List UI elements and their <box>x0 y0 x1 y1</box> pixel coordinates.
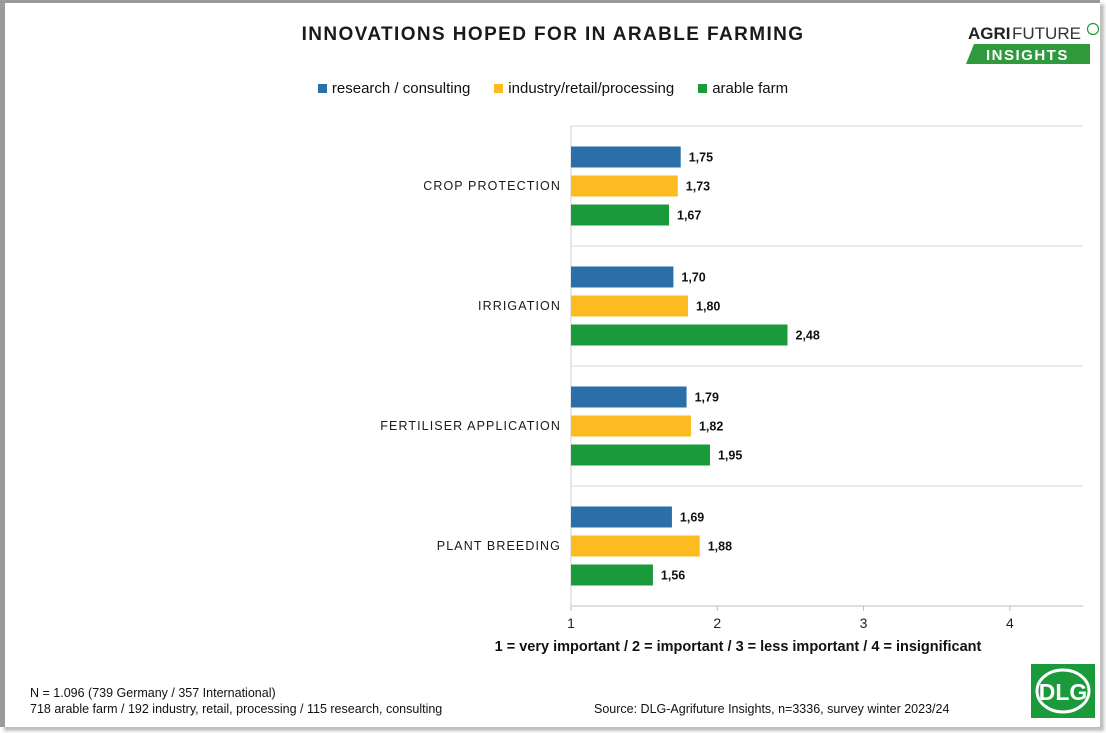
source-note: Source: DLG-Agrifuture Insights, n=3336,… <box>594 702 950 716</box>
dlg-logo-background <box>1031 664 1095 718</box>
logo-brand-sub: INSIGHTS <box>986 47 1069 64</box>
agrifuture-insights-logo: AGRI FUTURE INSIGHTS <box>966 22 1100 64</box>
legend-label-farm: arable farm <box>712 80 789 97</box>
dlg-logo-text: DLG <box>1039 679 1088 705</box>
sample-size-line: N = 1.096 (739 Germany / 357 Internation… <box>30 686 276 700</box>
sample-breakdown-line: 718 arable farm / 192 industry, retail, … <box>30 702 443 716</box>
sample-size-note: N = 1.096 (739 Germany / 357 Internation… <box>30 685 442 717</box>
dlg-logo: DLG <box>1031 664 1095 718</box>
legend-swatch-farm <box>698 84 708 93</box>
chart-title: INNOVATIONS HOPED FOR IN ARABLE FARMING <box>301 24 805 45</box>
legend-swatch-industry <box>494 84 504 93</box>
logo-brand-light: FUTURE <box>1012 24 1081 43</box>
legend-label-industry: industry/retail/processing <box>508 80 675 97</box>
logo-brand-bold: AGRI <box>968 24 1011 43</box>
logo-badge-icon <box>1086 22 1100 36</box>
legend: research / consulting industry/retail/pr… <box>0 80 1106 97</box>
legend-item-industry: industry/retail/processing <box>494 80 674 97</box>
dlg-logo-ring <box>1035 668 1091 714</box>
logo-banner <box>966 44 1090 64</box>
legend-item-research: research / consulting <box>317 80 471 97</box>
legend-label-research: research / consulting <box>331 80 471 97</box>
legend-item-farm: arable farm <box>698 80 788 97</box>
legend-swatch-research <box>317 84 327 93</box>
